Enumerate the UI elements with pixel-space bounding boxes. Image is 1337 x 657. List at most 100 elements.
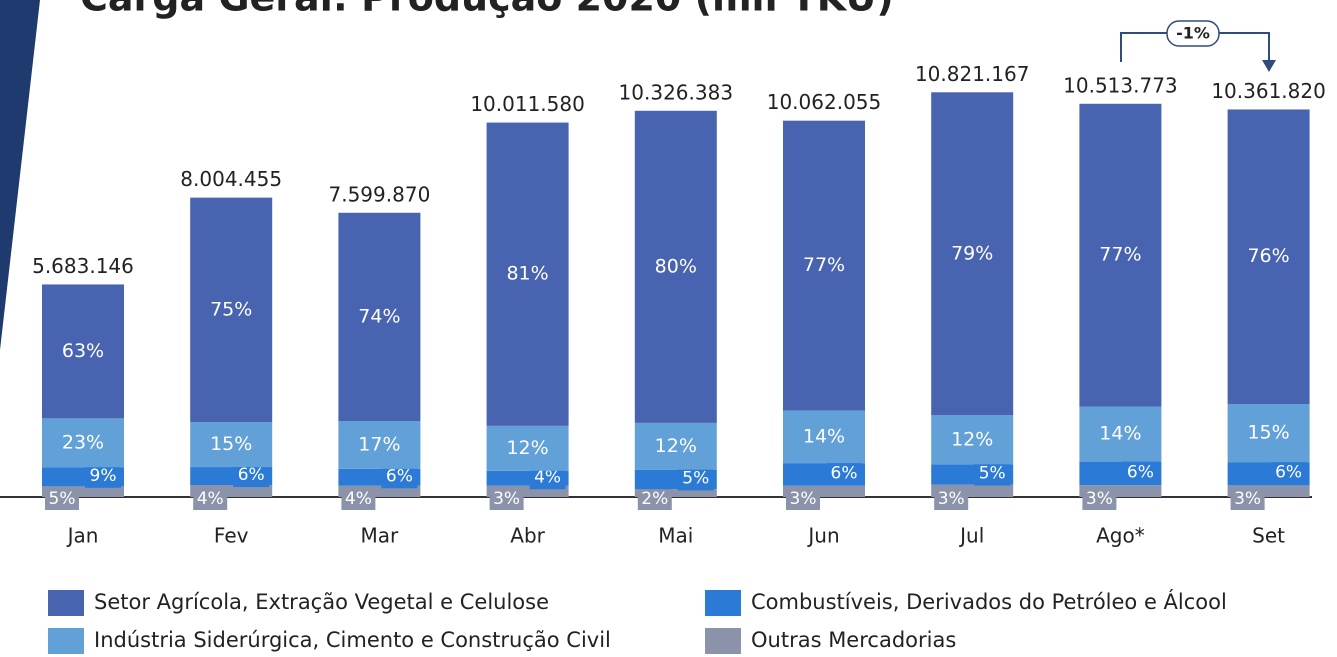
data-label: 80% (655, 255, 697, 277)
bar-segment (1079, 103, 1162, 407)
label-box (826, 461, 862, 486)
bar-segment (1079, 406, 1162, 462)
data-label: 5% (682, 468, 709, 488)
total-label: 10.361.820 (1211, 79, 1326, 103)
data-label: 74% (358, 305, 400, 327)
data-label: 17% (358, 433, 400, 455)
data-label: 12% (506, 437, 548, 459)
label-box (1122, 460, 1159, 485)
bar-segment (931, 415, 1014, 465)
data-label: 2% (641, 489, 668, 509)
data-label: 77% (1099, 244, 1141, 266)
bar-segment (783, 410, 865, 464)
data-label: 5% (49, 489, 76, 509)
bar-segment (338, 421, 421, 469)
data-label: 14% (803, 425, 845, 447)
data-label: 3% (493, 489, 520, 509)
data-label: 4% (345, 489, 372, 509)
x-tick-label: Abr (510, 524, 545, 548)
bar-segment (190, 422, 273, 468)
bar-segment (486, 425, 569, 471)
label-box (193, 488, 228, 510)
total-label: 8.004.455 (180, 167, 282, 191)
bar-segment (931, 92, 1014, 416)
data-label: 75% (210, 298, 252, 320)
bar-segment (190, 485, 273, 497)
legend-swatch (705, 590, 741, 616)
bar-segment (1227, 109, 1310, 404)
data-label: 3% (1234, 489, 1261, 509)
x-tick-label: Fev (214, 524, 249, 548)
data-label: 81% (506, 263, 548, 285)
bar-segment (1227, 403, 1310, 463)
label-box (677, 466, 714, 491)
data-label: 63% (62, 340, 104, 362)
bar-segment (338, 485, 421, 497)
data-label: 6% (386, 466, 413, 486)
bar-segment (190, 197, 273, 423)
data-label: 79% (951, 242, 993, 264)
label-box (341, 488, 376, 510)
chart-title: Carga Geral: Produção 2020 (mil TKU) (80, 0, 894, 20)
x-tick-label: Jan (66, 524, 99, 548)
decor-stripe (0, 0, 40, 350)
bar-segment (42, 418, 124, 468)
legend-label: Combustíveis, Derivados do Petróleo e Ál… (751, 589, 1227, 614)
legend-swatch (705, 628, 741, 654)
bar-segment (1227, 485, 1310, 497)
legend-label: Outras Mercadorias (751, 628, 956, 652)
label-box (1082, 488, 1117, 510)
total-label: 10.326.383 (619, 80, 734, 104)
label-box (974, 461, 1011, 486)
data-label: 9% (90, 466, 117, 486)
label-box (637, 488, 672, 510)
total-label: 10.821.167 (915, 62, 1030, 86)
annotation: -1% (1176, 24, 1210, 43)
label-box (1230, 488, 1265, 510)
x-tick-label: Ago* (1096, 524, 1145, 548)
data-label: 15% (1247, 422, 1289, 444)
x-tick-label: Set (1252, 524, 1285, 548)
bar-segment (1079, 485, 1162, 497)
label-box (934, 488, 969, 510)
x-tick-label: Jul (958, 524, 984, 548)
bar-segment (486, 485, 569, 497)
data-label: 5% (979, 464, 1006, 484)
data-label: 3% (1086, 489, 1113, 509)
bar-segment (486, 122, 569, 426)
bar-segment (338, 212, 421, 422)
data-label: 14% (1099, 423, 1141, 445)
data-label: 76% (1247, 245, 1289, 267)
total-label: 7.599.870 (329, 182, 431, 206)
annotation-arrow (1262, 60, 1276, 72)
total-label: 10.011.580 (470, 92, 585, 116)
data-label: 12% (655, 435, 697, 457)
data-label: 12% (951, 428, 993, 450)
data-label: 6% (1275, 463, 1302, 483)
x-tick-label: Jun (806, 524, 839, 548)
bar-segment (42, 486, 124, 497)
bar-segment (783, 120, 865, 411)
total-label: 5.683.146 (32, 254, 134, 278)
total-label: 10.513.773 (1063, 73, 1178, 97)
legend-label: Indústria Siderúrgica, Cimento e Constru… (94, 628, 611, 652)
bar-segment (42, 284, 124, 419)
data-label: 4% (197, 489, 224, 509)
bar-segment (783, 485, 865, 497)
x-tick-label: Mar (361, 524, 400, 548)
bar-segment (634, 489, 717, 497)
legend-label: Setor Agrícola, Extração Vegetal e Celul… (94, 590, 549, 614)
legend-swatch (48, 590, 84, 616)
x-tick-label: Mai (658, 524, 693, 548)
label-box (45, 488, 79, 510)
legend-swatch (48, 628, 84, 654)
label-box (85, 463, 121, 488)
data-label: 3% (938, 489, 965, 509)
data-label: 6% (1127, 462, 1154, 482)
data-label: 6% (238, 465, 265, 485)
annotation-box (1166, 20, 1220, 47)
data-label: 4% (534, 467, 561, 487)
label-box (786, 488, 820, 510)
label-box (489, 488, 524, 510)
